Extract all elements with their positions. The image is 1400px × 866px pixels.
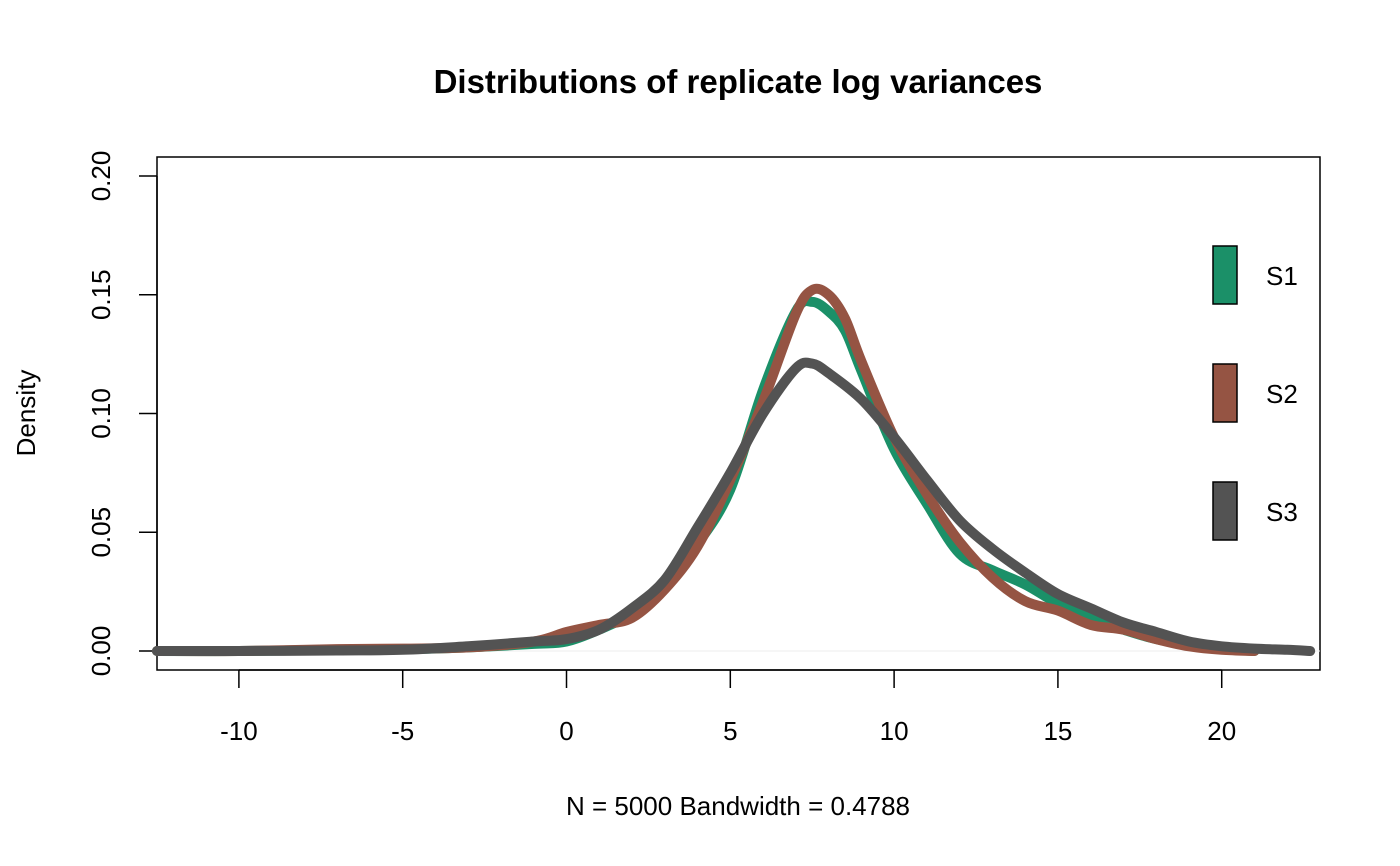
- legend-label-s2: S2: [1266, 379, 1298, 409]
- x-tick-label: 10: [880, 716, 909, 746]
- y-tick-label: 0.15: [86, 269, 116, 320]
- y-tick-label: 0.20: [86, 151, 116, 202]
- legend-label-s3: S3: [1266, 497, 1298, 527]
- x-tick-label: 15: [1043, 716, 1072, 746]
- chart-title: Distributions of replicate log variances: [434, 63, 1043, 100]
- legend-swatch-s1: [1212, 245, 1238, 305]
- x-tick-label: 20: [1207, 716, 1236, 746]
- y-tick-label: 0.05: [86, 507, 116, 558]
- series-line-s2: [152, 283, 1260, 657]
- plot-frame: [156, 156, 1321, 671]
- x-tick-label: 5: [723, 716, 737, 746]
- x-tick-label: -10: [220, 716, 258, 746]
- x-axis: -10 -5 0 5 10 15 20: [220, 669, 1236, 746]
- series-line-s1: [152, 296, 1260, 657]
- y-tick-label: 0.00: [86, 626, 116, 677]
- y-axis: 0.00 0.05 0.10 0.15 0.20: [86, 151, 158, 677]
- legend-label-s1: S1: [1266, 261, 1298, 291]
- legend-swatch-s3: [1212, 481, 1238, 541]
- y-tick-label: 0.10: [86, 388, 116, 439]
- series-line-s3: [152, 357, 1316, 657]
- y-axis-label: Density: [11, 370, 41, 457]
- x-axis-label: N = 5000 Bandwidth = 0.4788: [566, 791, 910, 821]
- legend: S1 S2 S3: [1212, 245, 1298, 541]
- x-tick-label: -5: [391, 716, 414, 746]
- series-layer: [152, 283, 1316, 657]
- legend-swatch-s2: [1212, 363, 1238, 423]
- x-tick-label: 0: [559, 716, 573, 746]
